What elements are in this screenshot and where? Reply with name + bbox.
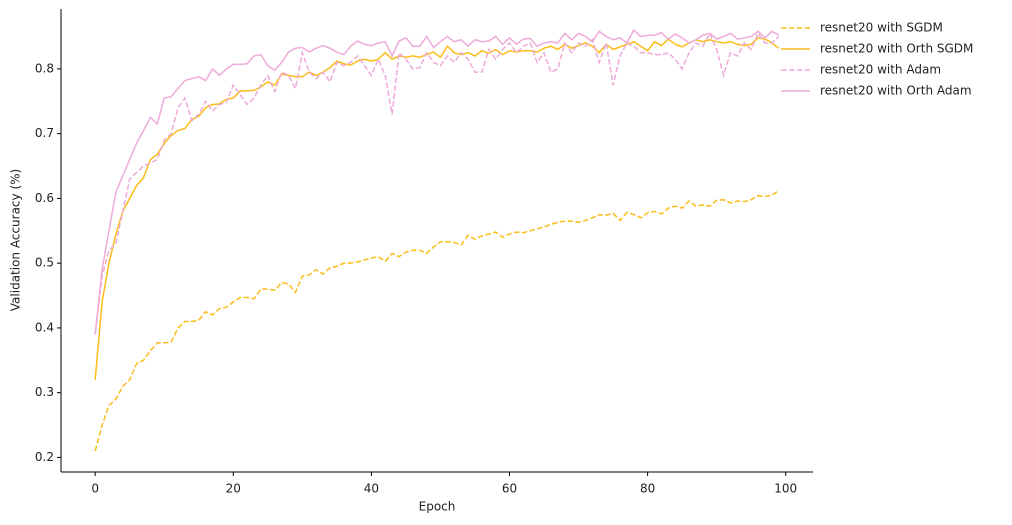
legend-label: resnet20 with SGDM (820, 21, 943, 35)
x-tick-label: 0 (91, 482, 99, 496)
x-axis-label: Epoch (419, 500, 456, 514)
legend-label: resnet20 with Orth Adam (820, 84, 972, 98)
x-tick-label: 80 (640, 482, 655, 496)
y-tick-label: 0.7 (35, 126, 54, 140)
x-tick-label: 100 (774, 482, 797, 496)
legend-label: resnet20 with Orth SGDM (820, 42, 973, 56)
y-tick-label: 0.2 (35, 450, 54, 464)
y-axis-label: Validation Accuracy (%) (9, 169, 23, 311)
x-tick-label: 40 (364, 482, 379, 496)
x-tick-label: 20 (226, 482, 241, 496)
series-line (94, 37, 780, 380)
x-tick-label: 60 (502, 482, 517, 496)
y-tick-label: 0.5 (35, 256, 54, 270)
y-tick-label: 0.4 (35, 320, 54, 334)
y-tick-label: 0.6 (35, 191, 54, 205)
y-tick-label: 0.8 (35, 61, 54, 75)
series-line (94, 31, 780, 335)
y-tick-label: 0.3 (35, 385, 54, 399)
series-line (94, 190, 780, 452)
series-line (94, 28, 780, 335)
legend-label: resnet20 with Adam (820, 63, 941, 77)
